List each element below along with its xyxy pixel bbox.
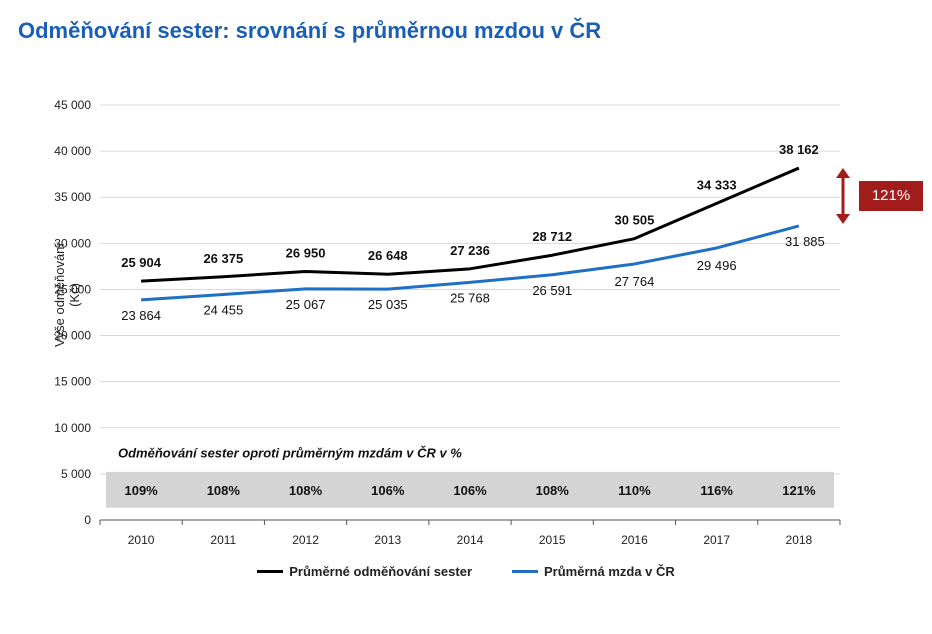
y-tick-label: 45 000 <box>54 98 91 112</box>
ratio-value: 109% <box>124 483 158 498</box>
series-line-nurses <box>141 166 800 283</box>
ratio-value: 108% <box>207 483 241 498</box>
ratio-value: 108% <box>536 483 570 498</box>
data-label-average: 25 768 <box>450 290 490 305</box>
x-tick-label: 2010 <box>128 533 155 547</box>
data-label-average: 29 496 <box>697 258 737 273</box>
x-tick-label: 2012 <box>292 533 319 547</box>
x-tick-label: 2013 <box>374 533 401 547</box>
y-tick-label: 20 000 <box>54 329 91 343</box>
data-label-average: 26 591 <box>532 283 572 298</box>
ratio-value: 121% <box>782 483 816 498</box>
data-label-average: 24 455 <box>203 302 243 317</box>
y-tick-label: 15 000 <box>54 375 91 389</box>
data-label-nurses: 26 950 <box>286 245 326 260</box>
legend-swatch-nurses <box>257 570 284 573</box>
y-tick-label: 25 000 <box>54 282 91 296</box>
data-label-nurses: 30 505 <box>615 213 655 228</box>
legend-label-nurses: Průměrné odměňování sester <box>289 564 473 579</box>
x-tick-label: 2017 <box>703 533 730 547</box>
legend: Průměrné odměňování sester Průměrná mzda… <box>0 564 932 579</box>
legend-label-average: Průměrná mzda v ČR <box>544 564 675 579</box>
data-label-average: 23 864 <box>121 308 161 323</box>
ratio-value: 106% <box>453 483 487 498</box>
data-label-average: 27 764 <box>615 274 655 289</box>
data-label-average: 25 067 <box>286 297 326 312</box>
ratio-value: 108% <box>289 483 323 498</box>
data-label-nurses: 25 904 <box>121 255 162 270</box>
ratio-band-title: Odměňování sester oproti průměrným mzdám… <box>118 445 462 460</box>
y-tick-label: 0 <box>84 513 91 527</box>
ratio-value: 116% <box>700 483 733 498</box>
ratio-value: 110% <box>618 483 651 498</box>
data-label-nurses: 28 712 <box>532 229 572 244</box>
data-label-average: 31 885 <box>785 234 825 249</box>
legend-item-average: Průměrná mzda v ČR <box>512 564 675 579</box>
y-tick-label: 5 000 <box>61 467 91 481</box>
callout-arrow-head-up <box>836 168 850 179</box>
callout-arrow-head-down <box>836 213 850 224</box>
data-label-nurses: 26 648 <box>368 248 408 263</box>
x-tick-label: 2011 <box>210 533 236 547</box>
data-label-nurses: 27 236 <box>450 243 490 258</box>
ratio-value: 106% <box>371 483 405 498</box>
y-tick-label: 10 000 <box>54 421 91 435</box>
data-label-nurses: 38 162 <box>779 142 819 157</box>
legend-swatch-average <box>512 570 539 573</box>
legend-item-nurses: Průměrné odměňování sester <box>257 564 472 579</box>
data-label-nurses: 34 333 <box>697 177 737 192</box>
data-label-average: 25 035 <box>368 297 408 312</box>
data-label-nurses: 26 375 <box>203 251 243 266</box>
y-tick-label: 35 000 <box>54 190 91 204</box>
y-tick-label: 30 000 <box>54 236 91 250</box>
x-tick-label: 2015 <box>539 533 566 547</box>
ratio-band <box>106 471 834 508</box>
x-tick-label: 2014 <box>457 533 484 547</box>
series-line-average <box>141 224 800 302</box>
x-tick-label: 2018 <box>786 533 813 547</box>
y-tick-label: 40 000 <box>54 144 91 158</box>
ratio-callout: 121% <box>859 181 923 211</box>
page-title: Odměňování sester: srovnání s průměrnou … <box>18 18 602 43</box>
x-tick-label: 2016 <box>621 533 648 547</box>
